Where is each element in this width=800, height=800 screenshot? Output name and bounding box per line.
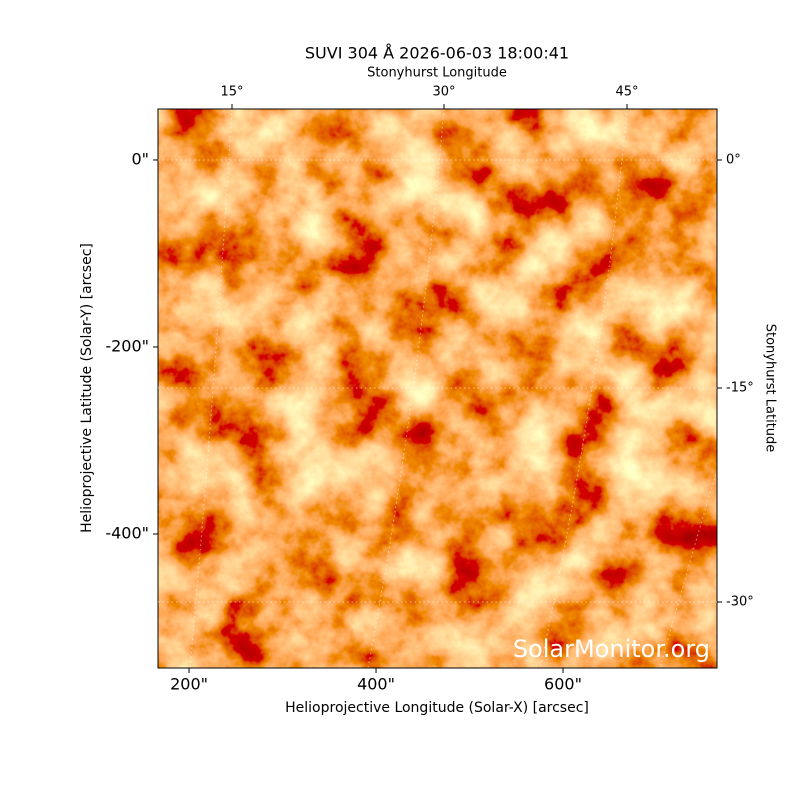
longitude-line	[539, 109, 628, 668]
x-tick-label: 200"	[170, 675, 208, 694]
top-axis-label: Stonyhurst Longitude	[367, 66, 507, 81]
y-tick-label: -200"	[105, 336, 149, 355]
watermark: SolarMonitor.org	[513, 635, 710, 663]
x-tick-label: 400"	[357, 675, 395, 694]
y-tick-label: -400"	[105, 524, 149, 543]
chart-title: SUVI 304 Å 2026-06-03 18:00:41	[305, 44, 569, 63]
right-tick-label: -30°	[726, 595, 754, 610]
y-tick-label: 0"	[131, 149, 149, 168]
right-axis-label: Stonyhurst Latitude	[763, 324, 778, 453]
right-tick-label: -15°	[726, 381, 754, 396]
top-tick-label: 15°	[220, 85, 243, 100]
x-axis-label: Helioprojective Longitude (Solar-X) [arc…	[285, 700, 589, 716]
right-tick-label: 0°	[726, 153, 741, 168]
longitude-line	[189, 109, 233, 668]
longitude-line	[659, 469, 717, 668]
top-tick-label: 30°	[432, 85, 455, 100]
x-tick-label: 600"	[544, 675, 582, 694]
coordinate-grid	[189, 109, 717, 668]
y-axis-label: Helioprojective Latitude (Solar-Y) [arcs…	[79, 243, 95, 533]
top-tick-label: 45°	[615, 85, 638, 100]
